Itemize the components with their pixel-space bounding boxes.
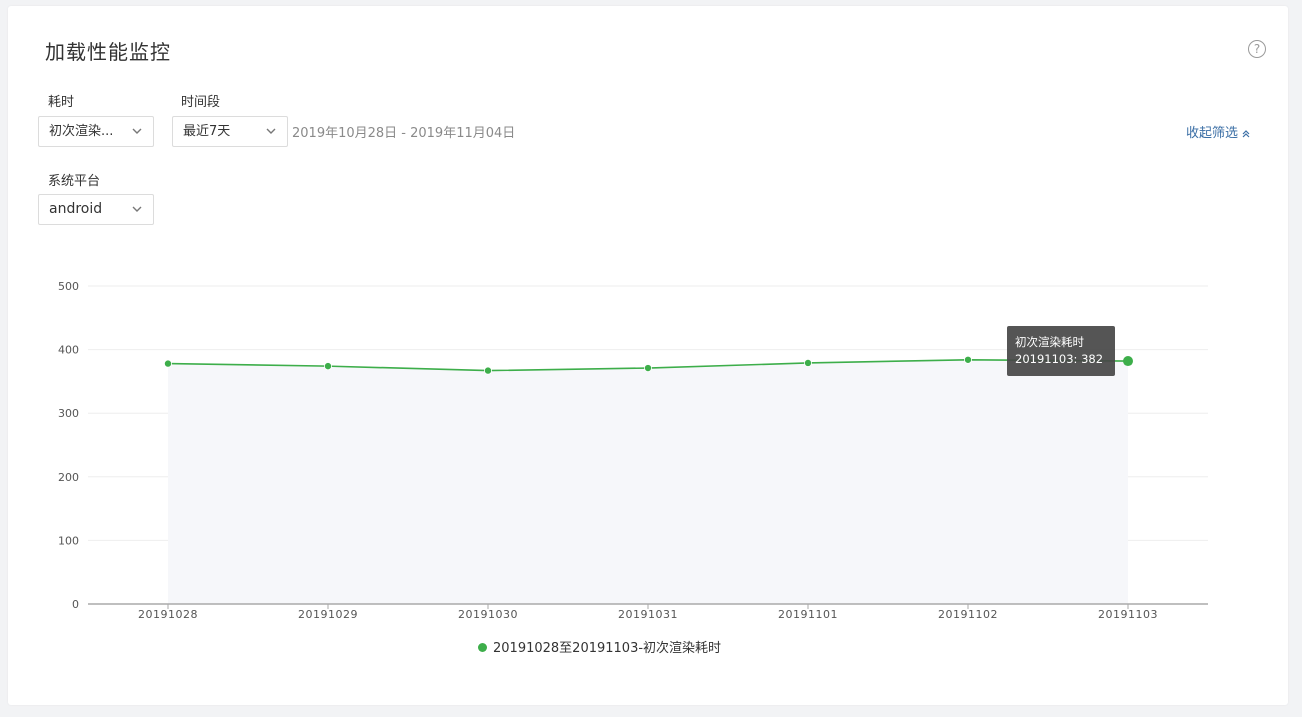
data-point — [323, 362, 332, 371]
y-tick-label: 300 — [58, 407, 79, 420]
y-tick-label: 500 — [58, 280, 79, 293]
date-range-text: 2019年10月28日 - 2019年11月04日 — [292, 126, 516, 141]
y-tick-label: 200 — [58, 471, 79, 484]
y-tick-label: 400 — [58, 344, 79, 357]
x-tick-label: 20191101 — [778, 608, 838, 621]
collapse-filters-link[interactable]: 收起筛选 — [1186, 122, 1251, 141]
metric-select-value: 初次渲染... — [49, 124, 114, 139]
x-tick-label: 20191028 — [138, 608, 198, 621]
y-tick-label: 0 — [72, 598, 79, 611]
tooltip-value: 20191103: 382 — [1015, 352, 1104, 366]
collapse-filters-label: 收起筛选 — [1186, 126, 1239, 141]
metric-filter-label: 耗时 — [48, 95, 75, 110]
x-tick-label: 20191030 — [458, 608, 518, 621]
x-tick-label: 20191102 — [938, 608, 998, 621]
double-chevron-up-icon — [1242, 129, 1250, 137]
data-point — [804, 358, 813, 367]
chart-tooltip: 初次渲染耗时 20191103: 382 — [1007, 326, 1115, 376]
platform-filter-label: 系统平台 — [48, 174, 101, 189]
question-circle-icon[interactable]: ? — [1248, 40, 1266, 58]
legend-label: 20191028至20191103-初次渲染耗时 — [493, 641, 722, 656]
x-tick-label: 20191103 — [1098, 608, 1158, 621]
period-filter-label: 时间段 — [181, 95, 221, 110]
chevron-down-icon — [266, 128, 276, 134]
period-select[interactable]: 最近7天 — [172, 116, 288, 147]
data-point — [964, 355, 973, 364]
tooltip-title: 初次渲染耗时 — [1015, 335, 1084, 349]
x-tick-label: 20191031 — [618, 608, 678, 621]
platform-select[interactable]: android — [38, 194, 154, 225]
data-point — [163, 359, 172, 368]
data-point — [483, 366, 492, 375]
metric-select[interactable]: 初次渲染... — [38, 116, 154, 147]
legend-marker — [478, 643, 487, 652]
chevron-down-icon — [132, 128, 142, 134]
x-tick-label: 20191029 — [298, 608, 358, 621]
chart-legend[interactable]: 20191028至20191103-初次渲染耗时 — [478, 637, 721, 656]
platform-select-value: android — [49, 201, 103, 217]
series-area — [168, 359, 1128, 604]
data-point — [644, 364, 653, 373]
chevron-down-icon — [132, 206, 142, 212]
period-select-value: 最近7天 — [183, 124, 231, 139]
data-point — [1123, 356, 1133, 367]
page-title: 加载性能监控 — [45, 40, 171, 64]
y-tick-label: 100 — [58, 534, 79, 547]
